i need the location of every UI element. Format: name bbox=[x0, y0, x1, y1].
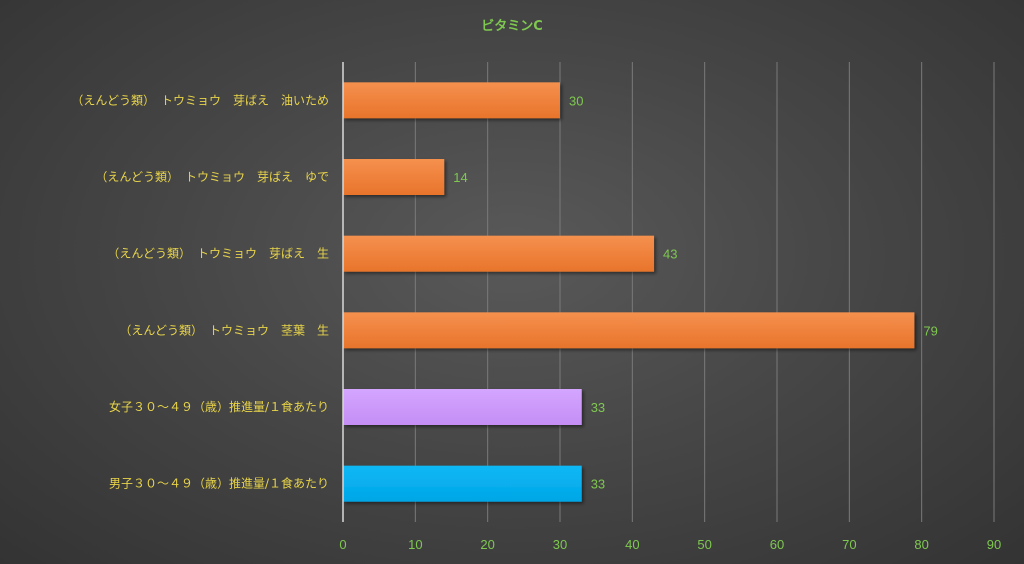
bar bbox=[343, 465, 582, 502]
x-tick-label: 40 bbox=[625, 537, 639, 552]
data-label: 33 bbox=[591, 400, 605, 415]
x-tick-label: 80 bbox=[914, 537, 928, 552]
chart-title: ビタミンC bbox=[481, 18, 543, 34]
bar bbox=[343, 159, 445, 195]
data-label: 30 bbox=[569, 93, 583, 108]
x-tick-label: 30 bbox=[553, 537, 567, 552]
data-label: 14 bbox=[453, 170, 467, 185]
data-label: 33 bbox=[591, 477, 605, 492]
x-tick-label: 0 bbox=[339, 537, 346, 552]
category-label: （えんどう類） トウミョウ 芽ばえ 油いため bbox=[71, 93, 329, 107]
category-label: 男子３０～４９（歳）推進量/１食あたり bbox=[109, 476, 329, 491]
category-label: （えんどう類） トウミョウ 芽ばえ ゆで bbox=[95, 170, 329, 184]
x-tick-label: 10 bbox=[408, 537, 422, 552]
data-label: 43 bbox=[663, 247, 677, 262]
x-tick-label: 90 bbox=[987, 537, 1001, 552]
x-tick-label: 60 bbox=[770, 537, 784, 552]
gridlines bbox=[414, 62, 995, 522]
bar bbox=[343, 389, 582, 425]
x-tick-label: 70 bbox=[842, 537, 856, 552]
bars bbox=[343, 82, 915, 502]
category-label: （えんどう類） トウミョウ 茎葉 生 bbox=[119, 323, 329, 337]
bar bbox=[343, 235, 655, 272]
x-tick-label: 20 bbox=[480, 537, 494, 552]
labels: 0 10 20 30 40 50 60 70 80 90 （えんどう類） トウミョウ 芽ばえ 油いた… bbox=[71, 93, 1001, 552]
data-label: 79 bbox=[923, 323, 937, 338]
bar bbox=[343, 312, 915, 349]
category-label: （えんどう類） トウミョウ 芽ばえ 生 bbox=[107, 247, 329, 261]
bar bbox=[343, 82, 560, 119]
x-tick-label: 50 bbox=[697, 537, 711, 552]
category-label: 女子３０～４９（歳）推進量/１食あたり bbox=[109, 399, 329, 414]
